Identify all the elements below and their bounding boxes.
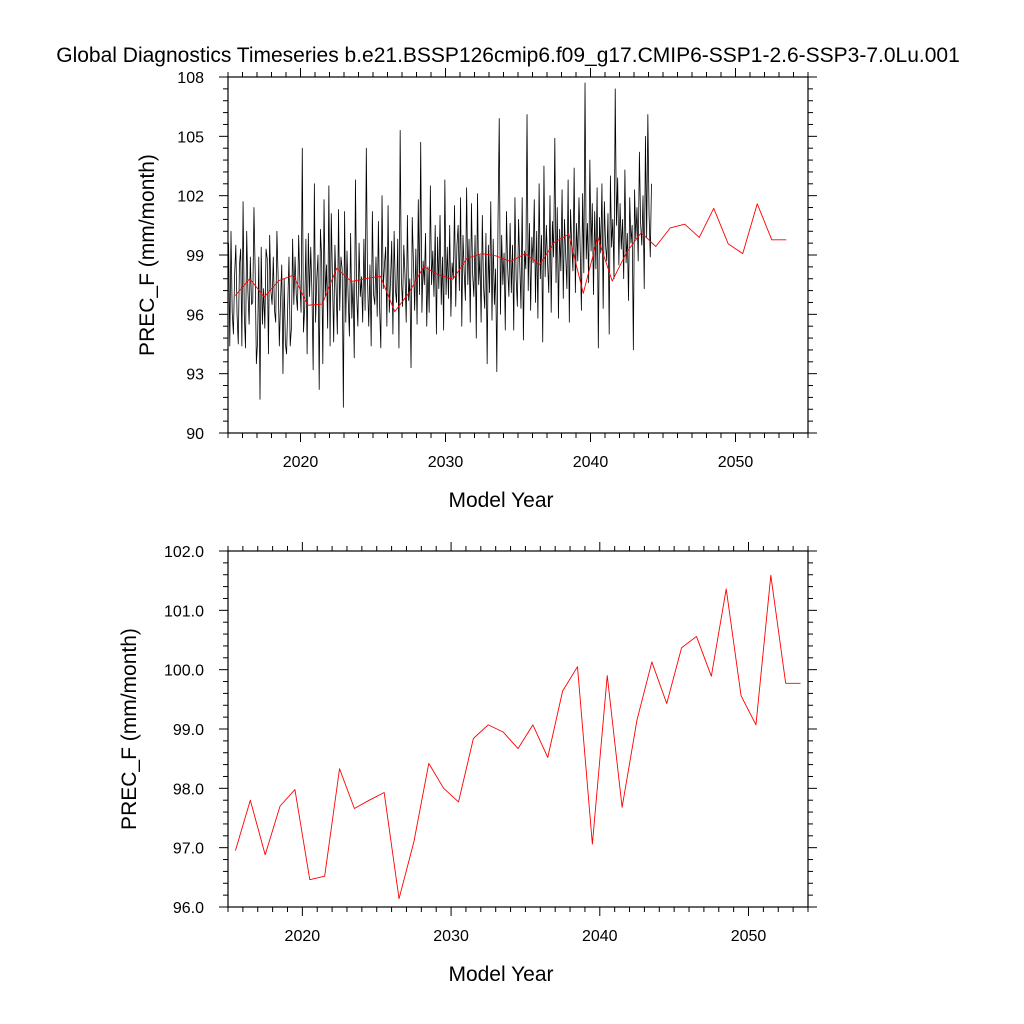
top-x-tick-label: 2040: [573, 454, 609, 471]
top-x-tick-label: 2050: [718, 454, 754, 471]
top-y-tick-label: 93: [186, 367, 204, 384]
bottom-y-tick-label: 98.0: [173, 781, 204, 798]
bottom-y-tick-label: 99.0: [173, 722, 204, 739]
top-y-tick-label: 105: [177, 129, 204, 146]
bottom-y-tick-label: 101.0: [164, 603, 204, 620]
bottom-panel: 2020 2030 2040 2050 96.0 97.0 98.0 99.0 100.0 101…: [118, 542, 817, 986]
bottom-x-tick-label: 2050: [731, 928, 767, 945]
top-y-tick-label: 90: [186, 426, 204, 443]
top-y-tick-label: 102: [177, 189, 204, 206]
bottom-x-tick-label: 2020: [285, 928, 321, 945]
bottom-y-tick-label: 96.0: [173, 900, 204, 917]
bottom-annual-mean-line: [235, 574, 801, 900]
bottom-x-tick-label: 2040: [582, 928, 618, 945]
top-annual-mean-line: [234, 203, 787, 313]
bottom-x-axis-title: Model Year: [448, 963, 553, 986]
top-x-tick-label: 2030: [428, 454, 464, 471]
bottom-y-tick-label: 102.0: [164, 544, 204, 561]
top-y-tick-label: 96: [186, 307, 204, 324]
top-y-axis-title: PREC_F (mm/month): [136, 154, 159, 356]
bottom-plot-frame: [227, 550, 809, 908]
top-y-tick-label: 108: [177, 70, 204, 87]
bottom-y-tick-label: 100.0: [164, 663, 204, 680]
bottom-x-tick-label: 2030: [433, 928, 469, 945]
top-y-tick-label: 99: [186, 248, 204, 265]
top-panel: 2020 2030 2040 2050 90 93 96 99 102 105 108 Model Y…: [136, 68, 817, 512]
top-x-axis-title: Model Year: [448, 489, 553, 512]
top-x-tick-label: 2020: [283, 454, 319, 471]
top-monthly-line: [228, 82, 652, 408]
chart-title: Global Diagnostics Timeseries b.e21.BSSP…: [56, 44, 960, 67]
bottom-y-tick-label: 97.0: [173, 841, 204, 858]
bottom-y-axis-title: PREC_F (mm/month): [118, 628, 141, 830]
